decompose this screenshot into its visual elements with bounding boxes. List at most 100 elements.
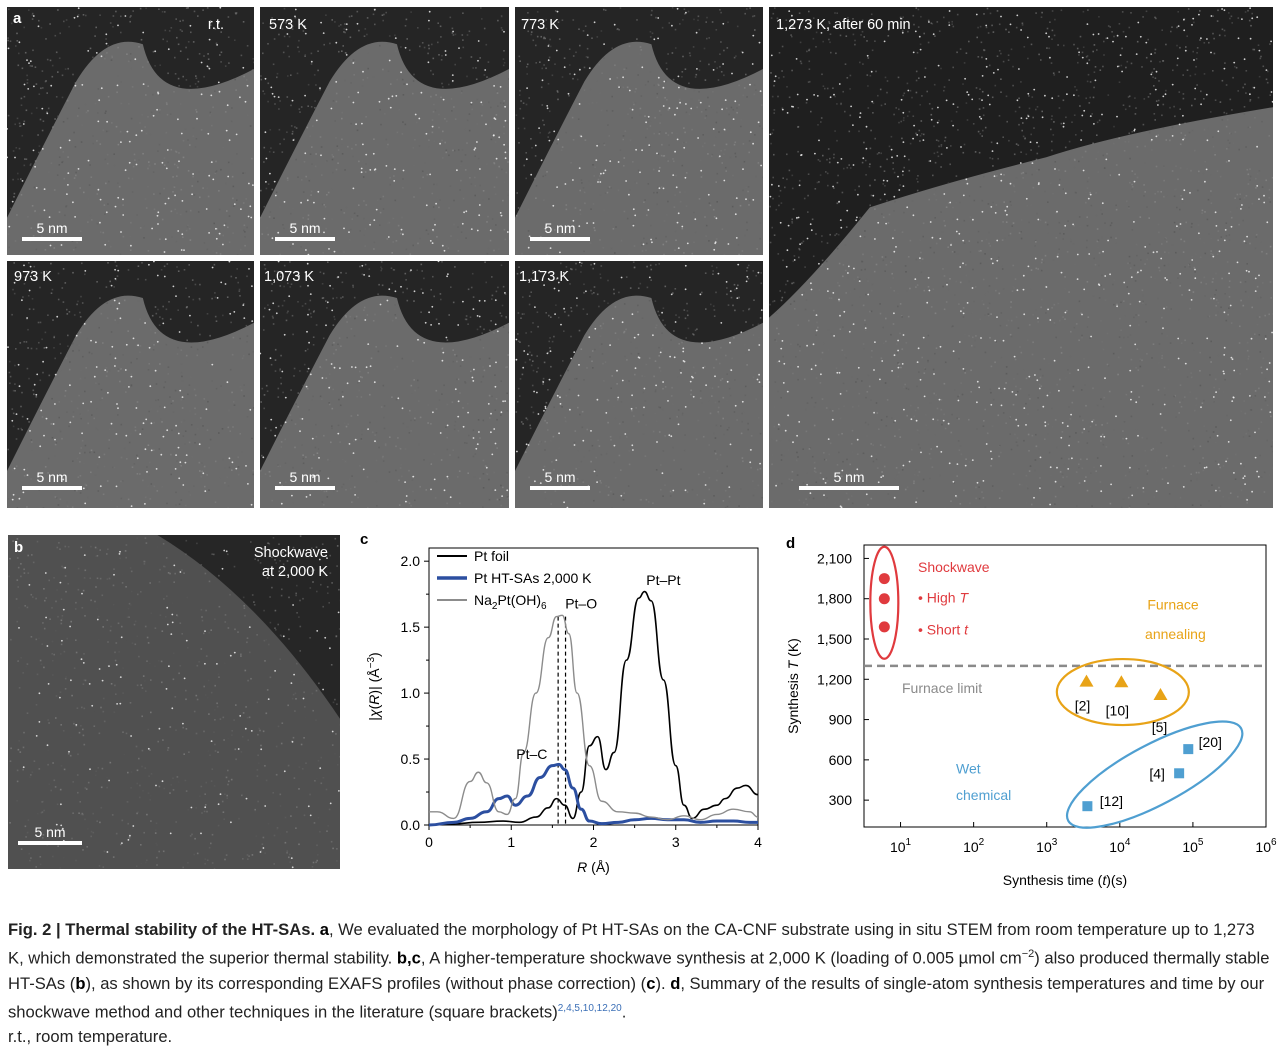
pt-single-atom — [1133, 128, 1136, 131]
pt-single-atom — [309, 814, 312, 817]
pt-single-atom — [269, 357, 272, 360]
pt-single-atom — [367, 428, 369, 430]
pt-single-atom — [1155, 70, 1158, 73]
pt-single-atom — [594, 327, 597, 330]
pt-single-atom — [337, 432, 340, 435]
pt-single-atom — [451, 74, 454, 76]
pt-single-atom — [684, 176, 687, 179]
pt-single-atom — [1031, 162, 1034, 165]
pt-single-atom — [82, 662, 85, 664]
pt-single-atom — [1256, 16, 1259, 19]
pt-single-atom — [751, 63, 754, 65]
pt-single-atom — [442, 351, 445, 354]
pt-single-atom — [446, 475, 449, 478]
pt-single-atom — [1133, 221, 1135, 223]
pt-single-atom — [1036, 141, 1038, 144]
annotation-pt-o: Pt–O — [565, 596, 597, 612]
pt-single-atom — [631, 108, 634, 111]
pt-single-atom — [1251, 17, 1254, 20]
shockwave-ellipse — [869, 545, 900, 660]
pt-single-atom — [538, 269, 541, 272]
pt-single-atom — [477, 59, 479, 62]
pt-single-atom — [43, 188, 46, 191]
pt-single-atom — [369, 169, 372, 171]
pt-single-atom — [818, 139, 820, 142]
pt-single-atom — [404, 46, 407, 49]
pt-single-atom — [154, 369, 157, 372]
pt-single-atom — [642, 243, 645, 246]
pt-single-atom — [559, 396, 561, 399]
temp-label: 773 K — [521, 17, 559, 33]
pt-single-atom — [1086, 23, 1089, 25]
pt-single-atom — [498, 136, 501, 139]
pt-single-atom — [1233, 472, 1235, 474]
pt-single-atom — [189, 314, 191, 317]
pt-single-atom — [898, 189, 901, 191]
pt-single-atom — [397, 397, 400, 400]
pt-single-atom — [877, 221, 880, 224]
pt-single-atom — [1078, 51, 1080, 54]
pt-single-atom — [449, 496, 452, 499]
pt-single-atom — [1181, 198, 1184, 201]
pt-single-atom — [578, 261, 581, 264]
pt-single-atom — [288, 295, 291, 298]
pt-single-atom — [864, 327, 867, 329]
pt-single-atom — [786, 112, 789, 114]
pt-single-atom — [823, 494, 825, 496]
pt-single-atom — [893, 312, 895, 315]
pt-single-atom — [320, 21, 322, 24]
pt-single-atom — [217, 21, 220, 24]
pt-single-atom — [1237, 37, 1240, 40]
pt-single-atom — [318, 558, 321, 561]
pt-single-atom — [328, 248, 330, 250]
pt-single-atom — [1009, 182, 1012, 185]
pt-single-atom — [578, 103, 581, 105]
caption-d-letter: d — [670, 973, 681, 993]
pt-single-atom — [588, 336, 591, 339]
pt-single-atom — [1253, 86, 1256, 89]
temp-label: 1,173 K — [519, 269, 569, 285]
pt-single-atom — [915, 501, 917, 503]
pt-single-atom — [903, 408, 905, 411]
pt-single-atom — [500, 411, 503, 414]
pt-single-atom — [21, 299, 23, 302]
pt-single-atom — [142, 31, 145, 34]
pt-single-atom — [146, 471, 148, 473]
pt-single-atom — [1215, 391, 1217, 393]
pt-single-atom — [838, 298, 840, 301]
pt-single-atom — [674, 150, 676, 153]
pt-single-atom — [1254, 290, 1257, 292]
pt-single-atom — [1058, 389, 1060, 392]
pt-single-atom — [658, 170, 660, 172]
pt-single-atom — [1251, 490, 1253, 493]
pt-single-atom — [219, 793, 222, 796]
pt-single-atom — [810, 288, 813, 291]
pt-single-atom — [962, 368, 965, 370]
pt-single-atom — [400, 285, 402, 288]
pt-single-atom — [423, 341, 426, 344]
caption-reference-numbers[interactable]: 2,4,5,10,12,20 — [557, 1002, 622, 1014]
pt-single-atom — [1056, 255, 1059, 258]
pt-single-atom — [1125, 35, 1127, 38]
pt-single-atom — [616, 369, 618, 372]
pt-single-atom — [87, 50, 90, 52]
pt-single-atom — [317, 190, 320, 193]
furnace-limit-label: Furnace limit — [902, 680, 982, 696]
pt-single-atom — [992, 72, 995, 74]
pt-single-atom — [677, 75, 680, 78]
pt-single-atom — [1256, 185, 1259, 187]
pt-single-atom — [928, 21, 930, 23]
x-tick-label: 106 — [1255, 837, 1277, 855]
pt-single-atom — [573, 351, 576, 353]
pt-single-atom — [173, 564, 176, 567]
pt-single-atom — [975, 13, 978, 16]
pt-single-atom — [283, 770, 286, 773]
x-tick-label: 3 — [672, 834, 680, 850]
pt-single-atom — [242, 304, 245, 306]
pt-single-atom — [150, 422, 153, 425]
pt-single-atom — [134, 58, 137, 61]
pt-single-atom — [75, 334, 78, 337]
pt-single-atom — [827, 438, 830, 440]
panel-letter-c: c — [360, 531, 369, 548]
pt-single-atom — [902, 334, 905, 336]
